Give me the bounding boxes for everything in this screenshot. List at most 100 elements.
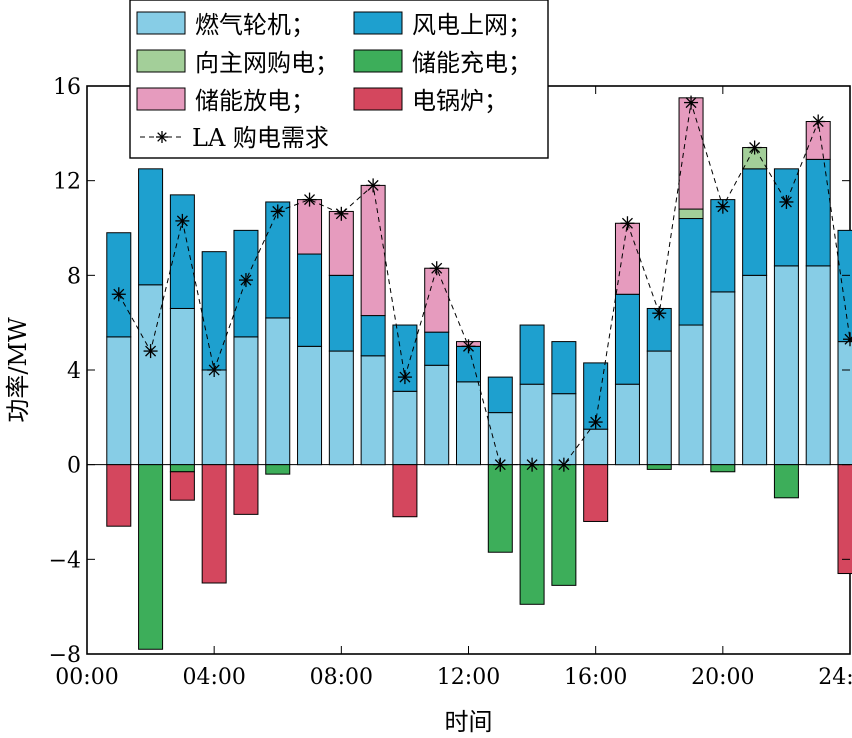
bar-segment-s1-h13 [487, 376, 513, 414]
y-tick-label: 8 [67, 264, 81, 289]
x-tick-label: 12:00 [437, 665, 500, 690]
legend-label-0: 燃气轮机； [195, 11, 315, 39]
y-tick-label: 4 [67, 359, 81, 384]
demand-marker-h17 [620, 216, 635, 231]
bar-segment-s3-h20 [710, 464, 736, 473]
y-tick-label: 16 [53, 75, 81, 100]
bar-segment-s1-h6 [265, 201, 291, 319]
demand-line-layer [111, 95, 852, 472]
y-tick-label: 0 [67, 454, 81, 479]
x-tick-label: 24:00 [818, 665, 852, 690]
demand-marker-h24 [843, 332, 852, 347]
legend-swatch-4 [136, 87, 186, 111]
ticks-layer: 00:00 04:00 08:00 12:00 16:00 20:00 24:00 −8 −4 0… [49, 75, 852, 690]
bar-segment-s4-h7 [297, 199, 323, 255]
demand-marker-h20 [715, 199, 730, 214]
x-tick-label: 20:00 [691, 665, 754, 690]
legend-swatch-3 [353, 49, 403, 73]
y-tick-label: −4 [49, 548, 81, 573]
bar-segment-s0-h11 [424, 364, 450, 466]
demand-marker-h18 [652, 306, 667, 321]
bar-segment-s5-h4 [201, 464, 227, 584]
bar-segment-s0-h2 [138, 284, 164, 466]
bar-segment-s3-h14 [519, 464, 545, 605]
demand-marker-h16 [588, 415, 603, 430]
bar-segment-s0-h5 [233, 336, 259, 466]
bar-segment-s0-h10 [392, 390, 418, 466]
bar-segment-s0-h15 [551, 393, 577, 466]
bar-segment-s3-h15 [551, 464, 577, 586]
demand-marker-h13 [493, 457, 508, 472]
x-axis-title: 时间 [445, 708, 493, 736]
bar-segment-s4-h8 [328, 210, 354, 276]
legend-swatch-0 [136, 11, 186, 35]
demand-marker-h5 [238, 273, 253, 288]
demand-marker-h8 [334, 206, 349, 221]
bar-segment-s0-h6 [265, 317, 291, 466]
bar-segment-s5-h24 [837, 464, 852, 575]
bar-segment-s1-h4 [201, 251, 227, 371]
plot-area: 00:00 04:00 08:00 12:00 16:00 20:00 24:00 −8 −4 0… [49, 75, 852, 690]
bar-segment-s1-h23 [805, 158, 831, 267]
bar-segment-s1-h22 [773, 168, 799, 267]
bar-segment-s1-h15 [551, 341, 577, 395]
x-tick-label: 04:00 [182, 665, 245, 690]
bar-segment-s5-h1 [106, 464, 132, 527]
bar-segment-s1-h14 [519, 324, 545, 385]
bar-segment-s3-h22 [773, 464, 799, 499]
bar-segment-s0-h18 [646, 350, 672, 466]
x-tick-label: 16:00 [564, 665, 627, 690]
bar-segment-s1-h8 [328, 274, 354, 352]
bar-segment-s1-h19 [678, 218, 704, 326]
legend-swatch-5 [353, 87, 403, 111]
demand-marker-h22 [779, 194, 794, 209]
bar-segment-s1-h24 [837, 229, 852, 343]
bar-segment-s0-h22 [773, 265, 799, 466]
bar-segment-s1-h1 [106, 232, 132, 338]
demand-marker-h7 [302, 192, 317, 207]
y-tick-label: 12 [53, 170, 81, 195]
legend-label-4: 储能放电； [195, 87, 315, 115]
bar-segment-s0-h3 [169, 307, 195, 466]
demand-marker-h9 [366, 178, 381, 193]
bar-segment-s0-h14 [519, 383, 545, 466]
bars-layer [106, 97, 852, 650]
bar-segment-s5-h5 [233, 464, 259, 515]
demand-marker-h3 [175, 213, 190, 228]
bar-segment-s1-h11 [424, 331, 450, 366]
bar-segment-s4-h17 [614, 222, 640, 295]
bar-segment-s0-h7 [297, 345, 323, 466]
bar-segment-s0-h1 [106, 336, 132, 466]
legend-swatch-2 [136, 49, 186, 73]
demand-marker-h4 [207, 363, 222, 377]
x-tick-label: 00:00 [55, 665, 118, 690]
bar-segment-s0-h17 [614, 383, 640, 466]
bar-segment-s1-h7 [297, 253, 323, 347]
bar-segment-s3-h6 [265, 464, 291, 475]
demand-marker-h10 [397, 370, 412, 385]
bar-segment-s0-h19 [678, 324, 704, 466]
bar-segment-s1-h20 [710, 199, 736, 293]
demand-marker-h11 [429, 261, 444, 276]
y-axis-title: 功率/MW [4, 317, 32, 423]
demand-marker-h14 [525, 457, 540, 472]
bar-segment-s0-h16 [583, 428, 609, 466]
legend-label-1: 风电上网； [412, 11, 532, 39]
bar-segment-s0-h9 [360, 355, 386, 466]
demand-marker-h15 [556, 457, 571, 472]
bar-segment-s1-h3 [169, 194, 195, 309]
bar-segment-s0-h20 [710, 291, 736, 466]
legend-label-3: 储能充电； [412, 49, 532, 77]
x-tick-label: 08:00 [310, 665, 373, 690]
bar-segment-s5-h10 [392, 464, 418, 518]
legend-box [129, 0, 549, 159]
demand-marker-h12 [461, 339, 476, 354]
legend-label-2: 向主网购电； [195, 49, 339, 77]
bar-segment-s4-h9 [360, 184, 386, 317]
legend-label-5: 电锅炉； [412, 87, 508, 115]
bar-segment-s0-h8 [328, 350, 354, 466]
bar-segment-s1-h21 [742, 168, 768, 276]
bar-segment-s0-h12 [456, 381, 481, 466]
bar-segment-s0-h4 [201, 369, 227, 466]
